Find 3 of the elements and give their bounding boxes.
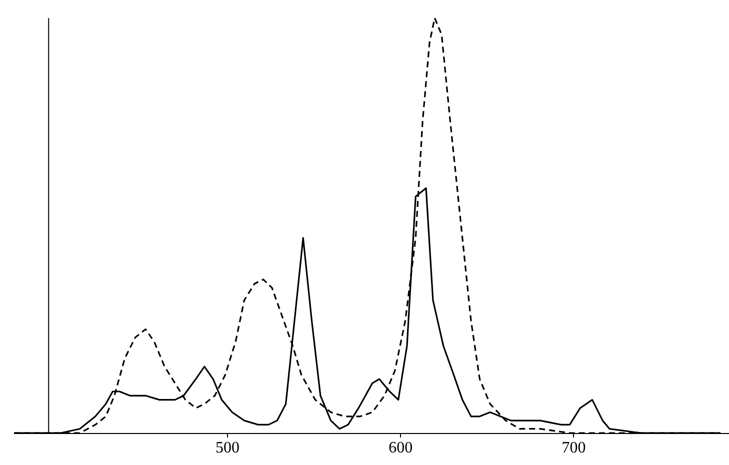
x-tick-label: 500 (215, 440, 240, 456)
x-tick-label: 600 (388, 440, 413, 456)
x-tick-label: 700 (562, 440, 586, 456)
